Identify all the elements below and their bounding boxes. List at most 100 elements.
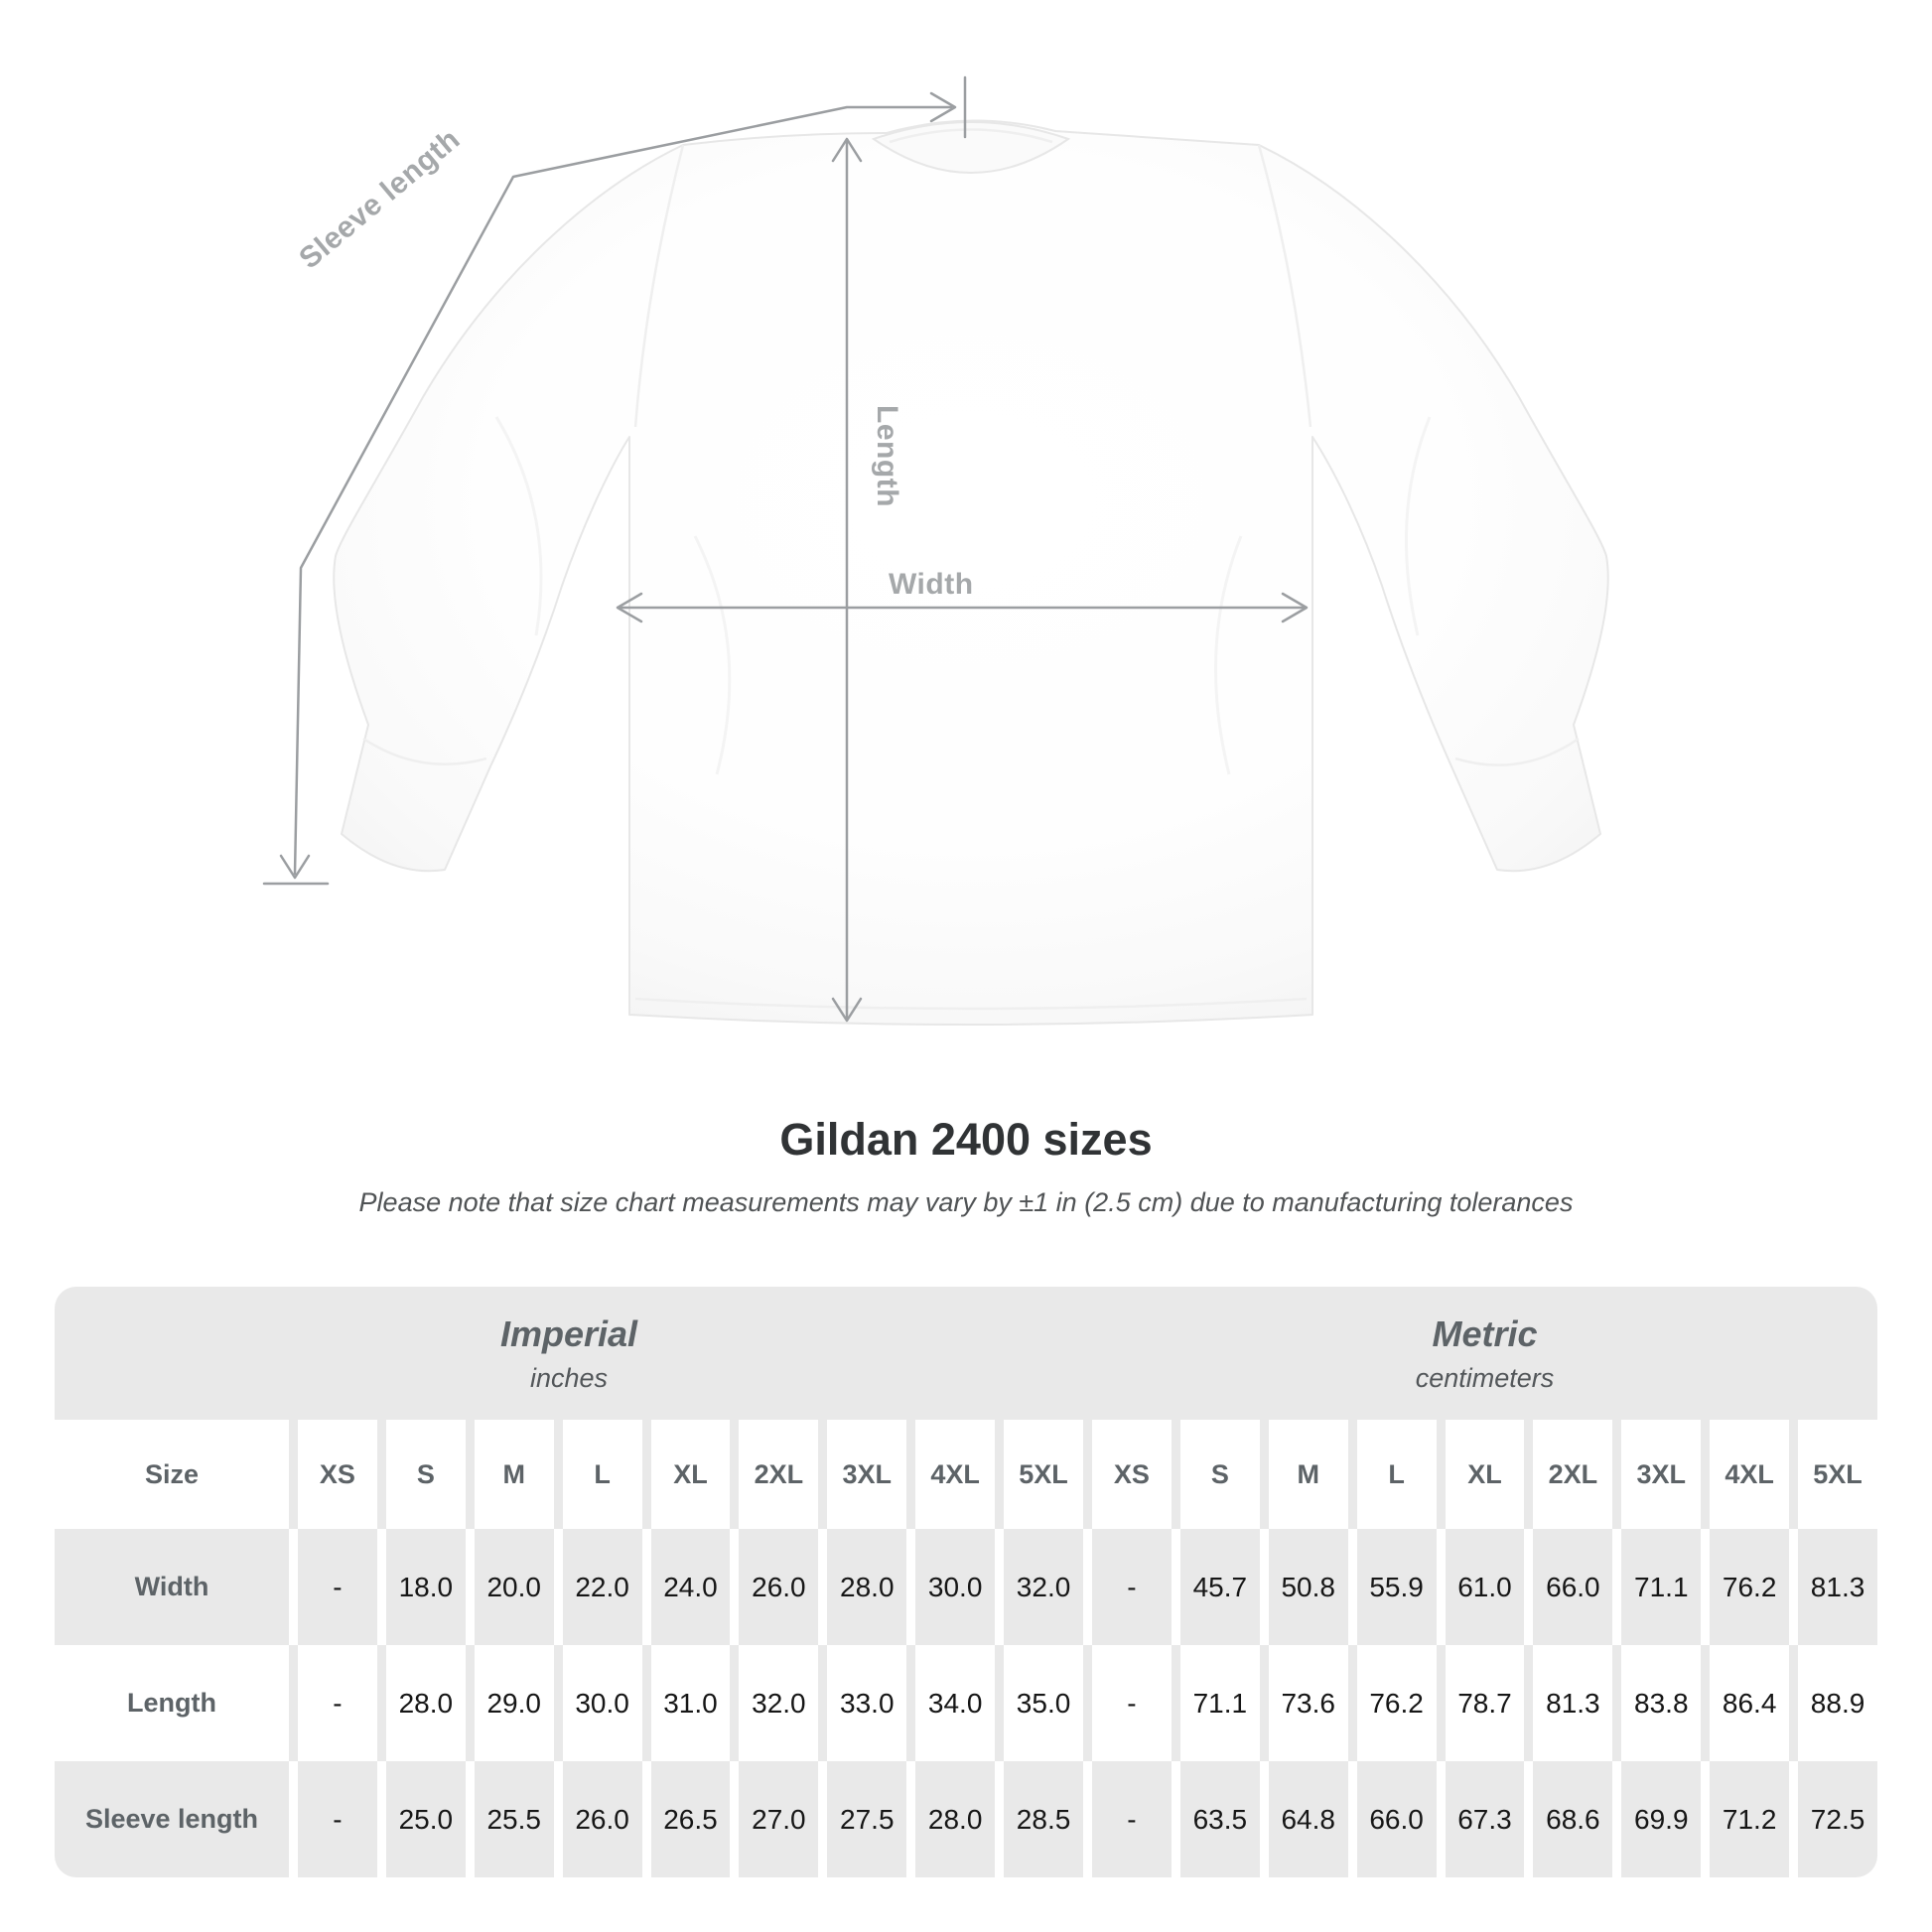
size-header-imperial-l-text: L <box>594 1458 611 1489</box>
table-body: Width - 18.0 20.0 22.0 24.0 26.0 28.0 30.0 32.0 - 4… <box>55 1529 1877 1877</box>
size-header-imperial-xs-text: XS <box>319 1458 355 1489</box>
cell-sleeve-length-imperial-4: 26.5 <box>650 1761 731 1877</box>
cell-length-metric-3: 76.2 <box>1356 1645 1437 1761</box>
cell-length-metric-1-text: 71.1 <box>1192 1687 1248 1719</box>
size-header-metric-3xl: 3XL <box>1621 1420 1702 1529</box>
cell-width-metric-8: 81.3 <box>1798 1529 1877 1645</box>
size-header-imperial-s-text: S <box>416 1458 435 1489</box>
cell-length-metric-5: 81.3 <box>1533 1645 1613 1761</box>
row-label-sleeve-length-text: Sleeve length <box>84 1804 259 1834</box>
cell-width-metric-8-text: 81.3 <box>1810 1571 1865 1602</box>
cell-sleeve-length-metric-3-text: 66.0 <box>1369 1803 1424 1835</box>
cell-sleeve-length-metric-7: 71.2 <box>1710 1761 1790 1877</box>
cell-width-imperial-7: 30.0 <box>915 1529 996 1645</box>
cell-width-imperial-5-text: 26.0 <box>752 1571 806 1602</box>
cell-sleeve-length-metric-2-text: 64.8 <box>1281 1803 1335 1835</box>
sleeve-length-arrowhead-right <box>929 91 957 123</box>
size-header-imperial-4xl-text: 4XL <box>930 1458 980 1489</box>
cell-width-metric-4: 61.0 <box>1445 1529 1525 1645</box>
size-header-imperial-s: S <box>385 1420 466 1529</box>
page-title: Gildan 2400 sizes <box>779 1114 1153 1165</box>
cell-sleeve-length-imperial-4-text: 26.5 <box>663 1803 718 1835</box>
cell-width-imperial-0-text: - <box>333 1571 343 1602</box>
cell-sleeve-length-imperial-6-text: 27.5 <box>840 1803 895 1835</box>
cell-sleeve-length-imperial-7: 28.0 <box>915 1761 996 1877</box>
size-table: Imperial inches Metric centimeters Size X… <box>55 1287 1877 1877</box>
cell-width-metric-0: - <box>1091 1529 1172 1645</box>
cell-sleeve-length-metric-1-text: 63.5 <box>1192 1803 1248 1835</box>
size-header-imperial-5xl-text: 5XL <box>1019 1458 1068 1489</box>
cell-length-imperial-0: - <box>298 1645 377 1761</box>
cell-length-imperial-3-text: 30.0 <box>575 1687 629 1719</box>
cell-length-metric-7: 86.4 <box>1710 1645 1790 1761</box>
width-arrowhead-right <box>1281 592 1309 623</box>
cell-width-imperial-3-text: 22.0 <box>575 1571 629 1602</box>
cell-sleeve-length-metric-4-text: 67.3 <box>1457 1803 1512 1835</box>
size-header-metric-3xl-text: 3XL <box>1636 1458 1687 1489</box>
cell-length-metric-8-text: 88.9 <box>1810 1687 1865 1719</box>
table-row-width: Width - 18.0 20.0 22.0 24.0 26.0 28.0 30.0 32.0 - 4… <box>55 1529 1877 1645</box>
cell-sleeve-length-imperial-6: 27.5 <box>827 1761 907 1877</box>
cell-sleeve-length-imperial-8: 28.5 <box>1004 1761 1083 1877</box>
size-header-metric-5xl-text: 5XL <box>1813 1458 1863 1489</box>
cell-sleeve-length-imperial-1-text: 25.0 <box>398 1803 454 1835</box>
cell-length-metric-3-text: 76.2 <box>1369 1687 1424 1719</box>
size-header-metric-xl-text: XL <box>1467 1458 1502 1489</box>
cell-length-imperial-7-text: 34.0 <box>927 1687 983 1719</box>
sleeve-length-label: Sleeve length <box>293 123 466 276</box>
size-header-metric-4xl: 4XL <box>1710 1420 1790 1529</box>
cell-length-metric-0-text: - <box>1127 1687 1137 1719</box>
size-header-imperial-m: M <box>474 1420 554 1529</box>
cell-width-metric-5: 66.0 <box>1533 1529 1613 1645</box>
cell-sleeve-length-imperial-2-text: 25.5 <box>486 1803 541 1835</box>
cell-width-metric-2-text: 50.8 <box>1281 1571 1335 1602</box>
cell-length-imperial-5: 32.0 <box>739 1645 819 1761</box>
row-label-length: Length <box>55 1645 289 1761</box>
size-column-header-text: Size <box>144 1458 200 1489</box>
cell-sleeve-length-metric-3: 66.0 <box>1356 1761 1437 1877</box>
size-header-row: Size XS S M L XL 2XL 3XL 4XL 5XL XS S M L XL 2XL 3XL 4XL 5… <box>55 1420 1877 1529</box>
row-label-width: Width <box>55 1529 289 1645</box>
size-header-metric-xl: XL <box>1445 1420 1525 1529</box>
cell-sleeve-length-imperial-5: 27.0 <box>739 1761 819 1877</box>
cell-sleeve-length-metric-2: 64.8 <box>1268 1761 1348 1877</box>
cell-length-imperial-2: 29.0 <box>474 1645 554 1761</box>
cell-width-imperial-6-text: 28.0 <box>840 1571 895 1602</box>
cell-width-imperial-8: 32.0 <box>1004 1529 1083 1645</box>
imperial-label: Imperial <box>499 1312 638 1354</box>
row-label-sleeve-length: Sleeve length <box>55 1761 289 1877</box>
cell-width-imperial-0: - <box>298 1529 377 1645</box>
shirt-graphic <box>333 119 1609 1026</box>
width-label: Width <box>889 568 974 601</box>
cell-width-imperial-5: 26.0 <box>739 1529 819 1645</box>
size-header-imperial-l: L <box>562 1420 642 1529</box>
cell-length-imperial-4: 31.0 <box>650 1645 731 1761</box>
cell-width-metric-6: 71.1 <box>1621 1529 1702 1645</box>
cell-length-metric-6-text: 83.8 <box>1634 1687 1689 1719</box>
cell-length-imperial-8-text: 35.0 <box>1016 1687 1071 1719</box>
size-column-header: Size <box>55 1420 289 1529</box>
cell-sleeve-length-metric-0-text: - <box>1127 1803 1137 1835</box>
cell-length-metric-0: - <box>1091 1645 1172 1761</box>
cell-width-metric-3: 55.9 <box>1356 1529 1437 1645</box>
cell-length-metric-8: 88.9 <box>1798 1645 1877 1761</box>
cell-length-metric-1: 71.1 <box>1179 1645 1260 1761</box>
cell-sleeve-length-imperial-3: 26.0 <box>562 1761 642 1877</box>
size-header-imperial-2xl: 2XL <box>739 1420 819 1529</box>
cell-length-imperial-1: 28.0 <box>385 1645 466 1761</box>
unit-group-metric: Metric centimeters <box>1092 1287 1877 1420</box>
table-row-sleeve-length: Sleeve length - 25.0 25.5 26.0 26.5 27.0 27.5 28… <box>55 1761 1877 1877</box>
cell-width-imperial-4: 24.0 <box>650 1529 731 1645</box>
cell-length-metric-5-text: 81.3 <box>1546 1687 1600 1719</box>
imperial-sublabel: inches <box>529 1362 609 1393</box>
cell-length-imperial-2-text: 29.0 <box>486 1687 541 1719</box>
cell-sleeve-length-metric-7-text: 71.2 <box>1722 1803 1777 1835</box>
size-header-metric-xs-text: XS <box>1113 1458 1150 1489</box>
cell-length-imperial-3: 30.0 <box>562 1645 642 1761</box>
cell-width-metric-0-text: - <box>1127 1571 1137 1602</box>
row-label-width-text: Width <box>134 1572 209 1601</box>
shirt-measurement-diagram: Sleeve length Length Width <box>262 75 1609 1026</box>
cell-length-metric-4-text: 78.7 <box>1457 1687 1512 1719</box>
cell-width-metric-7: 76.2 <box>1710 1529 1790 1645</box>
size-header-imperial-4xl: 4XL <box>915 1420 996 1529</box>
